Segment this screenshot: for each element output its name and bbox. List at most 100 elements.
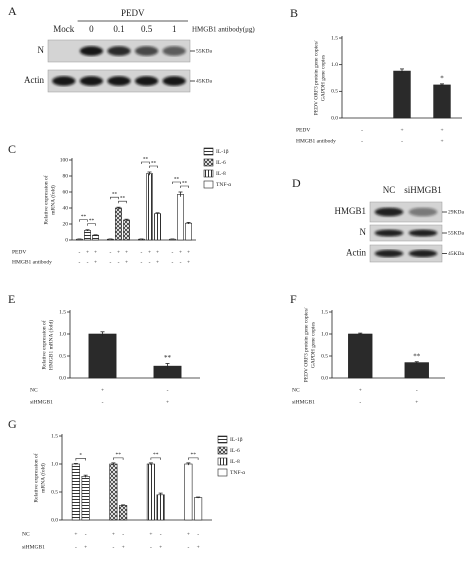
condition-label: + [187,531,190,537]
y-tick-label: 1.5 [59,309,66,315]
y-tick-label: 1.0 [331,62,338,68]
significance: * [440,74,444,82]
condition-label: + [187,259,190,265]
band-size: 55KDa [448,230,464,236]
y-tick-label: 0.0 [51,517,58,523]
y-axis-label: Relative expression of [40,320,47,369]
significance-bracket [110,196,119,200]
bar [123,219,130,241]
condition-label: - [102,399,104,405]
condition-label: - [416,387,418,393]
condition-label: - [122,531,124,537]
band-name: HMGB1 [334,206,366,216]
y-axis-label: mRNA (fold) [39,463,46,493]
y-tick-label: 0.0 [59,375,66,381]
y-tick-label: 1.0 [51,461,58,467]
panel-letter: C [8,142,16,156]
blot-band [374,249,404,258]
condition-name: NC [30,387,38,393]
condition-label: - [150,544,152,550]
condition-label: - [118,259,120,265]
significance-bracket [87,223,96,226]
y-axis-label: HMGB1 mRNA (fold) [47,320,54,370]
condition-label: - [197,531,199,537]
legend-swatch [203,147,214,156]
legend-label: TNF-α [230,470,245,476]
condition-label: - [172,259,174,265]
bar [84,230,91,241]
blot-band [374,207,404,217]
condition-label: + [112,531,115,537]
condition-label: - [361,138,363,144]
condition-label: + [440,138,443,144]
condition-label: + [179,249,182,255]
y-tick-label: 80 [63,173,69,179]
y-tick-label: 1.5 [51,433,58,439]
y-axis-label: GAPDH gene copies [310,322,316,368]
significance: ** [413,352,421,360]
significance: ** [81,214,87,220]
blot-band [52,76,76,86]
y-tick-label: 60 [63,189,69,195]
y-tick-label: 1.0 [59,331,66,337]
condition-label: - [141,249,143,255]
condition-label: + [125,249,128,255]
condition-label: + [156,249,159,255]
panel-letter: B [290,6,298,20]
significance-bracket [149,165,158,168]
significance-bracket [118,200,127,204]
significance: ** [120,195,126,201]
y-axis-label: mRNA (fold) [49,185,56,215]
blot-band [408,249,438,258]
legend-swatch [203,158,214,167]
lane-label: NC [383,185,396,195]
y-tick-label: 0.5 [51,489,58,495]
blot-band [79,46,103,56]
significance-bracket [113,457,124,460]
significance: ** [116,452,122,458]
legend-swatch [217,468,228,477]
condition-label: + [86,249,89,255]
condition-label: + [159,544,162,550]
bar [393,70,411,119]
condition-label: - [187,544,189,550]
legend-swatch [217,435,228,444]
panel-letter: G [8,417,17,431]
legend-swatch [203,180,214,189]
condition-label: + [101,387,104,393]
significance-bracket [150,457,161,460]
band-name: N [38,45,45,55]
bar [115,207,122,241]
panel-letter: D [292,176,301,190]
condition-label: + [197,544,200,550]
condition-label: - [112,544,114,550]
significance: ** [153,452,159,458]
condition-label: - [172,249,174,255]
blot-band [374,229,404,237]
y-axis-label: Relative expression of [32,453,39,502]
significance-bracket [188,457,199,460]
y-tick-label: 20 [63,221,69,227]
bar [92,234,99,241]
significance: ** [174,176,180,182]
band-size: 29KDa [448,209,464,215]
band-size: 45KDa [448,251,464,257]
significance: ** [182,180,188,186]
y-tick-label: 0.0 [331,115,338,121]
y-tick-label: 0.0 [321,375,328,381]
condition-name: NC [292,387,300,393]
significance: ** [89,218,95,224]
panel-letter: F [290,292,297,306]
condition-label: + [359,387,362,393]
legend-label: IL-1β [216,149,229,155]
condition-label: - [110,259,112,265]
y-tick-label: 100 [60,157,69,163]
legend-swatch [217,457,228,466]
lane-label: 0.5 [141,24,153,34]
legend-label: IL-8 [230,459,240,465]
legend-label: IL-8 [216,171,226,177]
significance: ** [164,354,172,362]
condition-label: - [79,249,81,255]
condition-name: siHMGB1 [22,544,45,550]
